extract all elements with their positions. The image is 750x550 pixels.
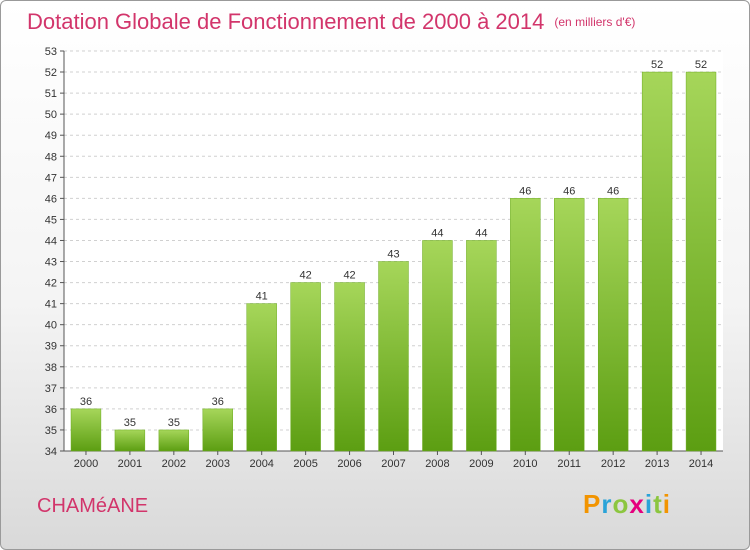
proxiti-logo: Proxiti [583, 489, 671, 520]
x-tick-label: 2002 [162, 458, 186, 470]
y-tick-label: 43 [45, 257, 57, 269]
bar-value-label: 42 [343, 270, 355, 282]
y-tick-label: 45 [45, 214, 57, 226]
y-tick-label: 48 [45, 151, 57, 163]
y-tick-label: 37 [45, 383, 57, 395]
y-tick-label: 38 [45, 362, 57, 374]
title-text: Dotation Globale de Fonctionnement de 20… [27, 9, 545, 34]
bar-value-label: 35 [168, 417, 180, 429]
x-tick-label: 2011 [557, 458, 581, 470]
bar [334, 282, 365, 452]
y-tick-label: 49 [45, 130, 57, 142]
bar [510, 198, 541, 452]
bar [422, 240, 453, 452]
bar [466, 240, 497, 452]
y-tick-label: 36 [45, 404, 57, 416]
y-tick-label: 51 [45, 88, 57, 100]
bar [378, 261, 409, 452]
chart-title: Dotation Globale de Fonctionnement de 20… [27, 9, 635, 35]
bar-value-label: 46 [607, 185, 619, 197]
x-tick-label: 2010 [513, 458, 537, 470]
bar-value-label: 46 [519, 185, 531, 197]
commune-name: CHAMéANE [37, 495, 149, 517]
bar [597, 198, 629, 452]
x-tick-label: 2000 [74, 458, 98, 470]
x-tick-label: 2009 [469, 458, 493, 470]
logo-letter: P [583, 489, 602, 519]
bar-value-label: 43 [387, 249, 399, 261]
y-tick-label: 35 [45, 425, 57, 437]
unit-label: (en milliers d'€) [554, 15, 636, 29]
x-tick-label: 2012 [601, 458, 625, 470]
y-tick-label: 40 [45, 320, 57, 332]
bar-value-label: 44 [475, 227, 487, 239]
logo-letter: o [612, 489, 630, 519]
y-tick-label: 47 [45, 172, 57, 184]
x-tick-label: 2014 [689, 458, 713, 470]
bar [114, 429, 146, 452]
y-tick-label: 34 [45, 446, 57, 458]
x-tick-label: 2006 [337, 458, 361, 470]
y-tick-label: 41 [45, 299, 57, 311]
bar [641, 71, 673, 452]
logo-letter: x [629, 489, 645, 519]
logo-letter: i [662, 489, 671, 519]
x-tick-label: 2003 [206, 458, 230, 470]
bar [290, 282, 321, 452]
y-tick-label: 50 [45, 109, 57, 121]
bar [202, 408, 233, 452]
bar [685, 71, 717, 452]
y-tick-label: 39 [45, 341, 57, 353]
bar-value-label: 36 [80, 396, 92, 408]
y-tick-label: 42 [45, 278, 57, 290]
logo-letter: t [653, 489, 663, 519]
bar-value-label: 44 [431, 227, 443, 239]
bar [70, 408, 102, 452]
y-tick-label: 44 [45, 235, 57, 247]
logo-letter: i [644, 489, 654, 519]
bar [554, 198, 585, 452]
bar-value-label: 42 [300, 270, 312, 282]
x-tick-label: 2005 [293, 458, 317, 470]
x-tick-label: 2001 [118, 458, 142, 470]
x-tick-label: 2007 [381, 458, 405, 470]
logo-letter: r [601, 489, 613, 519]
x-tick-label: 2004 [249, 458, 273, 470]
x-tick-label: 2008 [425, 458, 449, 470]
bar-value-label: 46 [563, 185, 575, 197]
bar-value-label: 52 [695, 59, 707, 71]
bar-value-label: 36 [212, 396, 224, 408]
bar-value-label: 35 [124, 417, 136, 429]
y-tick-label: 53 [45, 46, 57, 58]
bar-value-label: 52 [651, 59, 663, 71]
y-tick-label: 52 [45, 67, 57, 79]
bar [158, 429, 190, 452]
y-tick-label: 46 [45, 193, 57, 205]
bar-value-label: 41 [256, 291, 268, 303]
bar [246, 303, 277, 452]
x-tick-label: 2013 [645, 458, 669, 470]
